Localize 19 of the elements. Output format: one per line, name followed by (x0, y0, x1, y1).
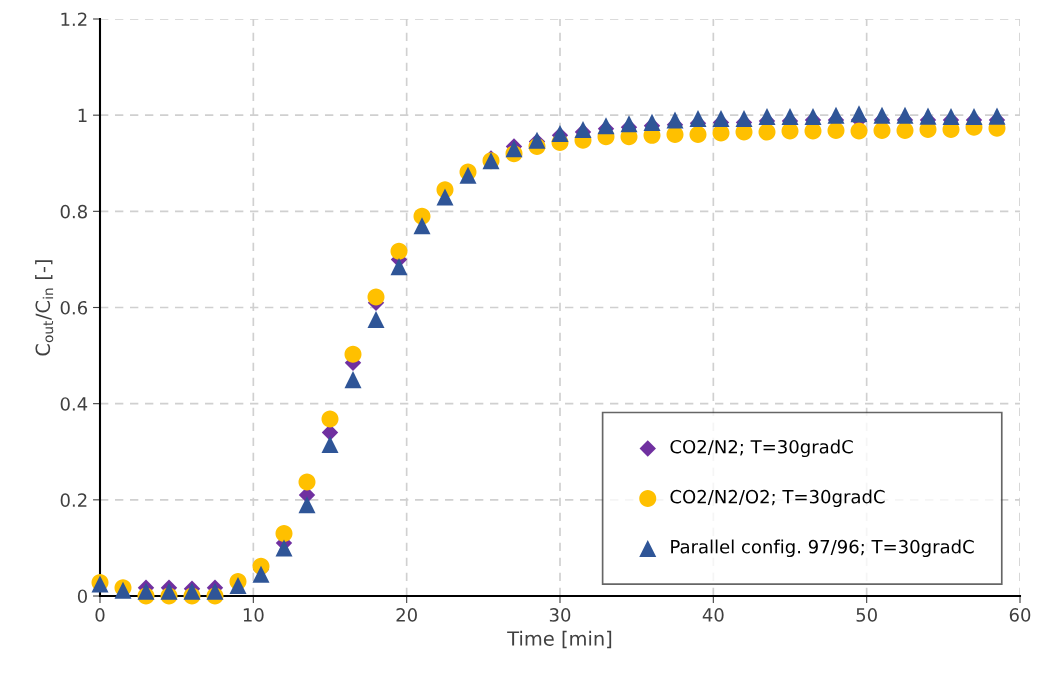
x-tick-label: 60 (1009, 608, 1031, 622)
x-tick-label: 20 (396, 608, 417, 622)
x-tick-label: 10 (243, 608, 264, 622)
legend-label: CO2/N2/O2; T=30gradC (670, 489, 885, 508)
y-tick-label: 0.8 (60, 204, 87, 219)
x-axis-title: Time [min] (507, 630, 612, 649)
x-tick-label: 50 (856, 608, 877, 622)
y-tick-label: 1 (78, 108, 87, 123)
y-tick-label: 1.2 (61, 12, 87, 26)
legend-label: CO2/N2; T=30gradC (670, 439, 853, 458)
x-tick-label: 30 (549, 608, 571, 622)
y-tick-label: 0.6 (60, 300, 88, 315)
x-tick-label: 0 (95, 608, 105, 622)
x-tick-label: 40 (702, 608, 724, 622)
y-tick-label: 0 (77, 589, 87, 604)
legend-label: Parallel config. 97/96; T=30gradC (671, 539, 974, 557)
y-tick-label: 0.4 (60, 397, 88, 411)
y-axis-title: C$_{out}$/C$_{in}$ [-] (35, 260, 54, 356)
y-tick-label: 0.2 (60, 493, 87, 507)
